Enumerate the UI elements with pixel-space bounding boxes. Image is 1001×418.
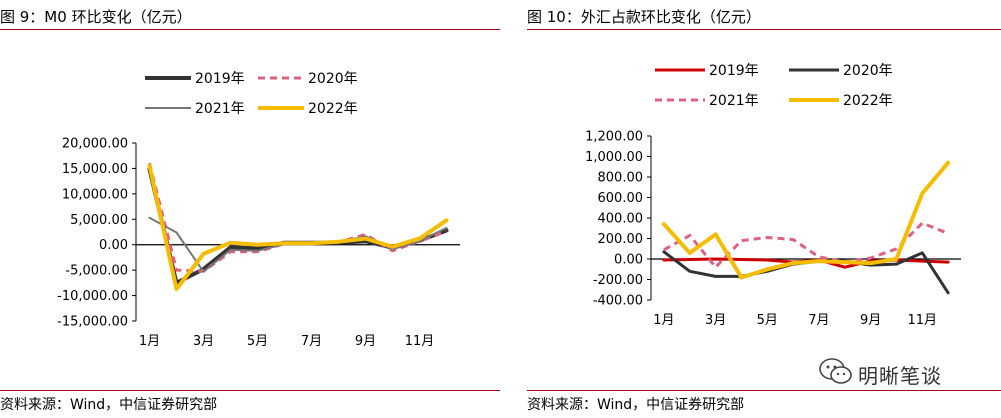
source-rule (0, 390, 500, 391)
title-rule (0, 29, 500, 30)
legend-label: 2020年 (843, 63, 893, 79)
y-tick-label: 15,000.00 (62, 162, 128, 177)
watermark-text: 明晰笔谈 (858, 364, 942, 388)
x-tick-label: 7月 (301, 334, 322, 349)
title-rule (527, 29, 1001, 30)
legend-label: 2022年 (843, 93, 893, 109)
chart-panel-fx: 图 10：外汇占款环比变化（亿元） 1,200.00 1,000.00 800.00… (527, 0, 1001, 418)
chart-title: 图 9：M0 环比变化（亿元） (0, 8, 192, 26)
x-tick-label: 5月 (247, 334, 268, 349)
chart-panel-m0: 图 9：M0 环比变化（亿元） 20,000.00 15,000.00 10,000… (0, 0, 500, 418)
y-tick-label: 20,000.00 (62, 137, 128, 152)
chart-source: 资料来源：Wind，中信证券研究部 (527, 397, 745, 413)
y-tick-label: 10,000.00 (62, 187, 128, 202)
y-tick-label: 1,200.00 (585, 130, 643, 145)
legend-label: 2021年 (195, 101, 245, 117)
x-tick-label: 1月 (653, 313, 674, 328)
x-tick-label: 1月 (139, 334, 160, 349)
x-tick-label: 11月 (907, 313, 937, 328)
y-tick-label: -200.00 (593, 273, 643, 288)
y-tick-label: 0.00 (614, 253, 643, 268)
y-tick-label: 1,000.00 (585, 150, 643, 165)
watermark: 明晰笔谈 (818, 356, 998, 390)
legend-label: 2022年 (308, 101, 358, 117)
legend-label: 2019年 (195, 71, 245, 87)
x-tick-label: 5月 (757, 313, 778, 328)
x-tick-label: 7月 (808, 313, 829, 328)
y-tick-label: -10,000.00 (57, 289, 128, 304)
x-tick-label: 3月 (705, 313, 726, 328)
x-tick-label: 9月 (860, 313, 881, 328)
chart-source: 资料来源：Wind，中信证券研究部 (0, 397, 218, 413)
series-line-2022年 (147, 163, 449, 291)
chart-fx: 1,200.00 1,000.00 800.00 600.00 400.00 200.00… (585, 63, 961, 328)
y-tick-label: 400.00 (598, 212, 644, 227)
chart-title: 图 10：外汇占款环比变化（亿元） (527, 8, 761, 26)
legend-label: 2019年 (709, 63, 759, 79)
series-line-2020年 (148, 162, 448, 273)
y-tick-label: -400.00 (593, 294, 643, 309)
x-tick-label: 11月 (405, 334, 435, 349)
chart-m0: 20,000.00 15,000.00 10,000.00 5,000.00 0.00 -… (57, 71, 460, 349)
y-tick-label: 5,000.00 (70, 213, 128, 228)
source-rule (527, 390, 1001, 391)
legend-label: 2021年 (709, 93, 759, 109)
y-tick-label: 0.00 (99, 238, 128, 253)
y-tick-label: 800.00 (598, 171, 644, 186)
series-line-2022年 (661, 160, 951, 280)
y-tick-label: -15,000.00 (57, 315, 128, 330)
y-tick-label: 200.00 (598, 232, 644, 247)
x-tick-label: 3月 (193, 334, 214, 349)
wechat-icon (819, 358, 852, 384)
x-tick-label: 9月 (355, 334, 376, 349)
y-tick-label: 600.00 (598, 191, 644, 206)
legend-label: 2020年 (308, 71, 358, 87)
y-tick-label: -5,000.00 (65, 264, 128, 279)
